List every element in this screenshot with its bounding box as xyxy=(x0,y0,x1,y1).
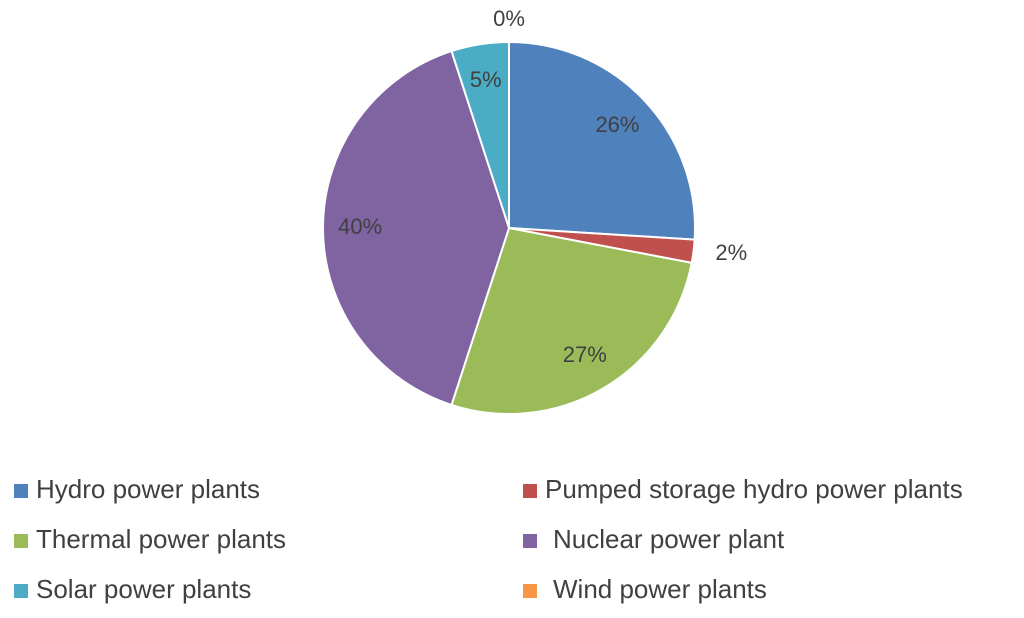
legend-swatch xyxy=(14,584,28,598)
data-label: 27% xyxy=(563,342,607,367)
data-label: 26% xyxy=(595,112,639,137)
data-label: 40% xyxy=(338,214,382,239)
legend-swatch xyxy=(523,534,537,548)
data-label: 5% xyxy=(470,67,502,92)
legend-swatch xyxy=(523,584,537,598)
legend-label: Wind power plants xyxy=(553,574,767,604)
pie-slice xyxy=(321,49,511,407)
legend-label: Nuclear power plant xyxy=(553,524,785,554)
data-label: 0% xyxy=(493,6,525,31)
pie-slice xyxy=(508,40,696,241)
pie-slice xyxy=(450,226,693,415)
legend-label: Hydro power plants xyxy=(36,474,260,504)
legend-swatch xyxy=(14,534,28,548)
legend-label: Pumped storage hydro power plants xyxy=(545,474,963,504)
legend-swatch xyxy=(523,484,537,498)
data-label: 2% xyxy=(715,240,747,265)
legend-label: Solar power plants xyxy=(36,574,251,604)
legend-swatch xyxy=(14,484,28,498)
legend-label: Thermal power plants xyxy=(36,524,286,554)
